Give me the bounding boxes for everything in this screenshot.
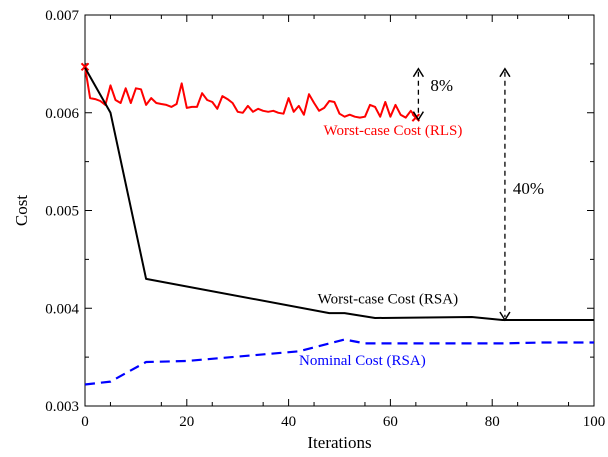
x-tick-label: 20 (179, 414, 194, 430)
y-tick-label: 0.003 (45, 399, 79, 415)
axis-ticks (84, 14, 595, 407)
arrowhead-up (499, 67, 511, 78)
x-axis-title: Iterations (307, 433, 371, 452)
x-tick-label: 80 (485, 414, 500, 430)
axis-tick-labels: 0 20 40 60 80 100 0.003 0.004 0.005 0.006 0.007 (45, 8, 605, 430)
x-tick-label: 0 (81, 414, 89, 430)
series-line-worst-case-rsa (84, 67, 594, 321)
x-tick-label: 100 (583, 414, 606, 430)
label-nominal-rsa: Nominal Cost (RSA) (299, 353, 426, 369)
arrowhead-down (412, 111, 425, 122)
x-tick-label: 60 (383, 414, 398, 430)
series-line-worst-case-rls (84, 66, 417, 119)
plot-frame (84, 14, 595, 407)
y-axis-title: Cost (12, 195, 31, 226)
series-group (80, 62, 594, 386)
arrowhead-up (412, 67, 425, 78)
endpoint-x-marker (80, 62, 90, 72)
series-line-nominal-rsa (84, 338, 594, 386)
y-tick-label: 0.006 (45, 106, 79, 122)
y-tick-label: 0.004 (45, 301, 79, 317)
x-tick-label: 40 (281, 414, 296, 430)
annotations-group: 8% 40% (412, 67, 544, 322)
label-worst-case-rls: Worst-case Cost (RLS) (324, 123, 463, 139)
y-tick-label: 0.007 (45, 8, 79, 24)
annotation-percentage-label: 40% (513, 179, 544, 198)
label-worst-case-rsa: Worst-case Cost (RSA) (318, 291, 458, 307)
annotation-percentage-label: 8% (430, 76, 453, 95)
arrowhead-down (499, 311, 511, 322)
y-tick-label: 0.005 (45, 204, 79, 220)
